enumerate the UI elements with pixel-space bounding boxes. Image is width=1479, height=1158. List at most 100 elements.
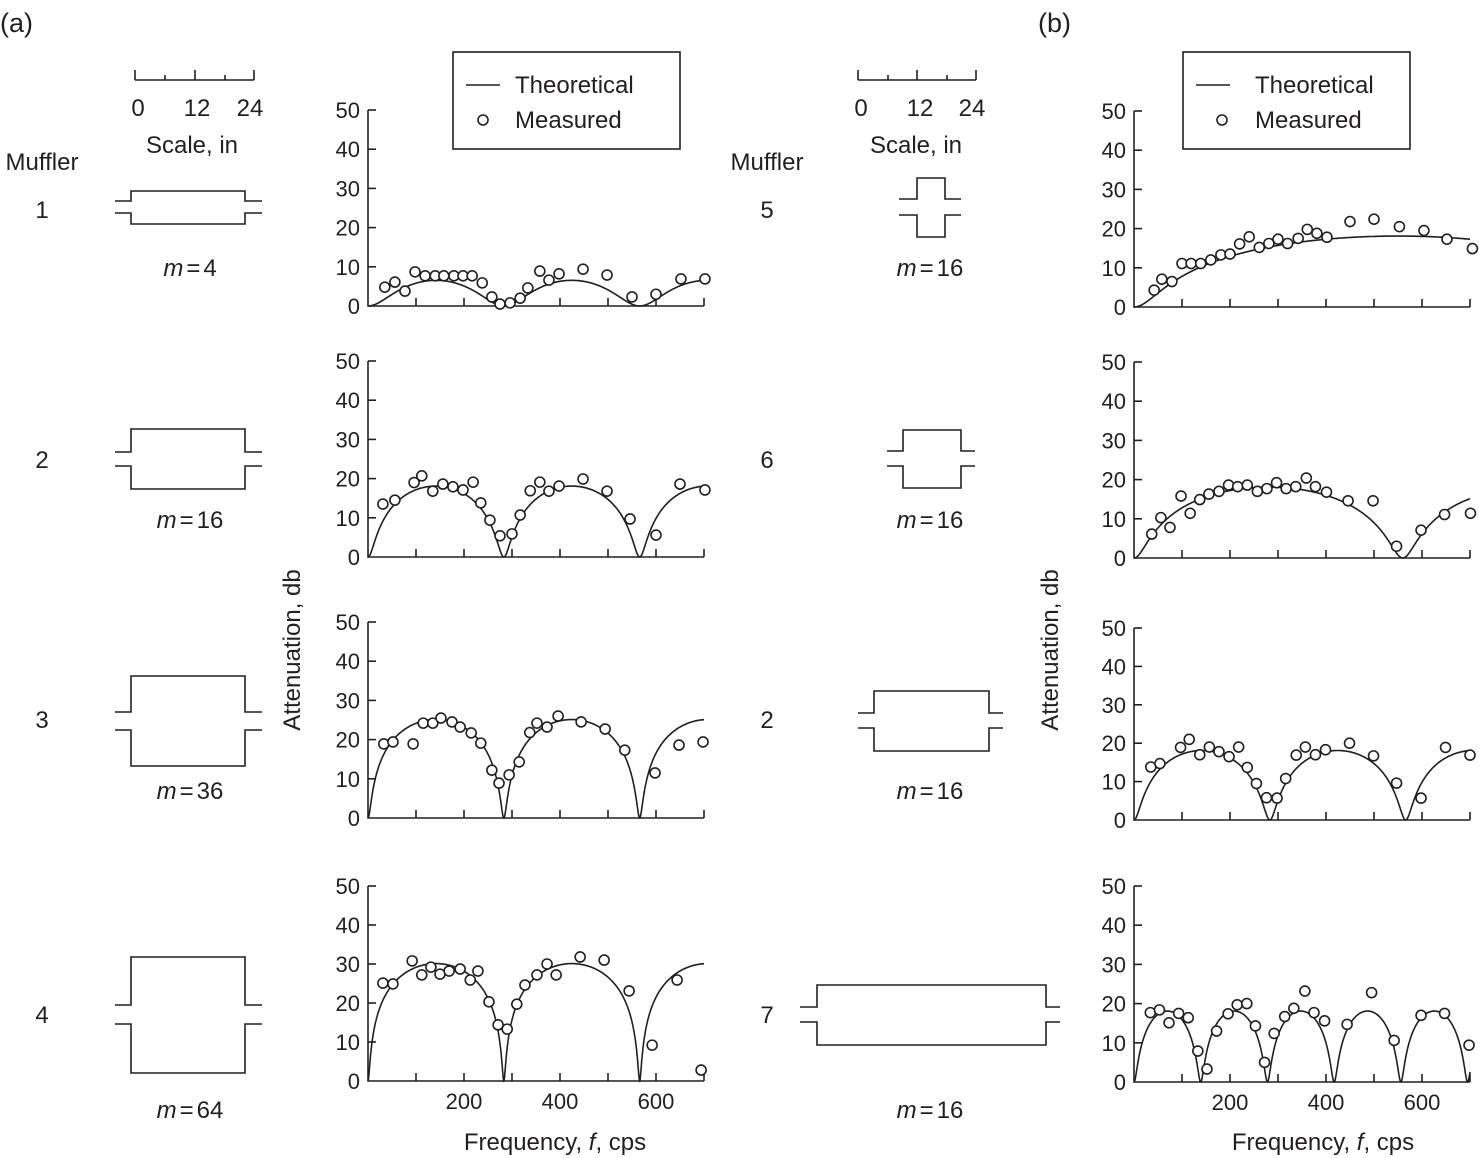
measured-point [1205, 254, 1217, 266]
measured-point [674, 478, 686, 490]
measured-point [1192, 1045, 1204, 1057]
theoretical-curve [1134, 486, 1471, 559]
measured-point [426, 485, 439, 497]
measured-point [543, 274, 555, 286]
scale-tick-0: 0 [131, 95, 144, 122]
measured-point [1224, 248, 1236, 260]
y-tick-label: 0 [348, 1069, 360, 1094]
measured-point [574, 951, 586, 963]
measured-point [1415, 1009, 1427, 1022]
measured-point [1172, 1007, 1185, 1020]
measured-point [1258, 1056, 1271, 1069]
measured-point [1241, 997, 1253, 1010]
measured-point [1309, 748, 1322, 761]
measured-point [387, 978, 399, 990]
measured-point [1280, 482, 1292, 495]
measured-point [1320, 486, 1333, 498]
measured-point [1343, 737, 1356, 750]
measured-point [649, 767, 661, 779]
scale-tick-12: 12 [184, 95, 211, 122]
y-tick-label: 0 [1114, 295, 1126, 320]
measured-point [1319, 743, 1332, 756]
measured-point [1309, 480, 1322, 493]
y-tick-label: 50 [336, 349, 360, 374]
measured-point [486, 764, 498, 776]
measured-point [484, 514, 496, 526]
measured-point [438, 270, 450, 282]
muffler-number: 2 [760, 707, 773, 734]
chart-panel-muffler-3: 3 m = 36 0 10 20 30 40 50 [35, 610, 709, 831]
measured-point [1253, 241, 1266, 254]
measured-point [1415, 792, 1427, 804]
muffler-diagram [115, 190, 262, 225]
scale-tick-24: 24 [237, 95, 264, 122]
measured-point [673, 739, 685, 751]
measured-point [399, 285, 411, 297]
m-symbol: m [157, 507, 177, 534]
y-tick-label: 0 [348, 294, 360, 319]
y-tick-label: 50 [1102, 874, 1126, 899]
measured-point [1166, 275, 1178, 288]
axis-lines [1133, 628, 1470, 821]
measured-point [1438, 1007, 1451, 1020]
measured-point [650, 288, 662, 301]
axis-lines [1133, 886, 1470, 1083]
y-tick-label: 10 [336, 1030, 360, 1055]
muffler-number: 6 [760, 447, 773, 474]
measured-point [650, 529, 662, 541]
measured-point [550, 969, 562, 981]
y-tick-label: 40 [336, 649, 360, 674]
chart-panel-muffler-7: 7 m = 16 0 10 20 30 40 50 200 400 600 [760, 874, 1475, 1124]
measured-point [466, 270, 478, 282]
measured-point [1268, 1027, 1280, 1040]
measured-point [486, 291, 498, 303]
measured-point [524, 484, 537, 497]
measured-point [1368, 213, 1380, 225]
panel-label-a: (a) [0, 8, 33, 38]
y-tick-label: 40 [336, 388, 360, 413]
measured-point [699, 484, 711, 496]
measured-point [577, 263, 589, 275]
measured-point [1299, 985, 1311, 997]
legend-measured-label: Measured [1255, 107, 1362, 134]
scale-label: Scale, in [146, 132, 238, 159]
y-tick-label: 20 [1102, 731, 1126, 756]
measured-point [1203, 741, 1216, 753]
m-symbol: m [157, 778, 177, 805]
measured-point [671, 974, 683, 986]
measured-point [522, 282, 534, 294]
measured-point [1233, 238, 1246, 250]
measured-point [426, 717, 439, 729]
y-tick-label: 20 [1102, 468, 1126, 493]
measured-point [1464, 507, 1477, 520]
measured-point [389, 276, 401, 288]
measured-point [1321, 231, 1333, 244]
panel-label-b: (b) [1038, 8, 1071, 38]
x-axis-label-b: Frequency, f, cps [1232, 1129, 1414, 1156]
measured-point [575, 716, 587, 728]
y-tick-label: 0 [348, 545, 360, 570]
measured-point [1263, 237, 1275, 250]
m-value: 16 [937, 1097, 964, 1124]
measured-point [1281, 237, 1294, 250]
measured-point [1241, 761, 1254, 774]
measured-point [510, 998, 523, 1010]
equals-sign: = [180, 778, 194, 805]
measured-point [1390, 540, 1403, 553]
theoretical-curve [1133, 749, 1471, 821]
area-ratio-label: m = 64 [157, 1097, 224, 1124]
y-tick-label: 40 [1102, 654, 1126, 679]
measured-point [519, 979, 531, 991]
measured-point [514, 292, 526, 304]
measured-point [465, 727, 478, 739]
y-tick-label: 30 [1102, 428, 1126, 453]
measured-point [623, 985, 635, 997]
chart-panel-muffler-2: 2 m = 16 0 10 20 30 40 50 [35, 349, 711, 570]
measured-point [425, 961, 437, 973]
measured-point [1341, 1018, 1353, 1031]
measured-point [389, 494, 401, 506]
x-tick-label: 400 [1308, 1090, 1345, 1115]
measured-point [1418, 224, 1430, 237]
y-tick-label: 10 [336, 506, 360, 531]
m-value: 16 [937, 255, 964, 282]
